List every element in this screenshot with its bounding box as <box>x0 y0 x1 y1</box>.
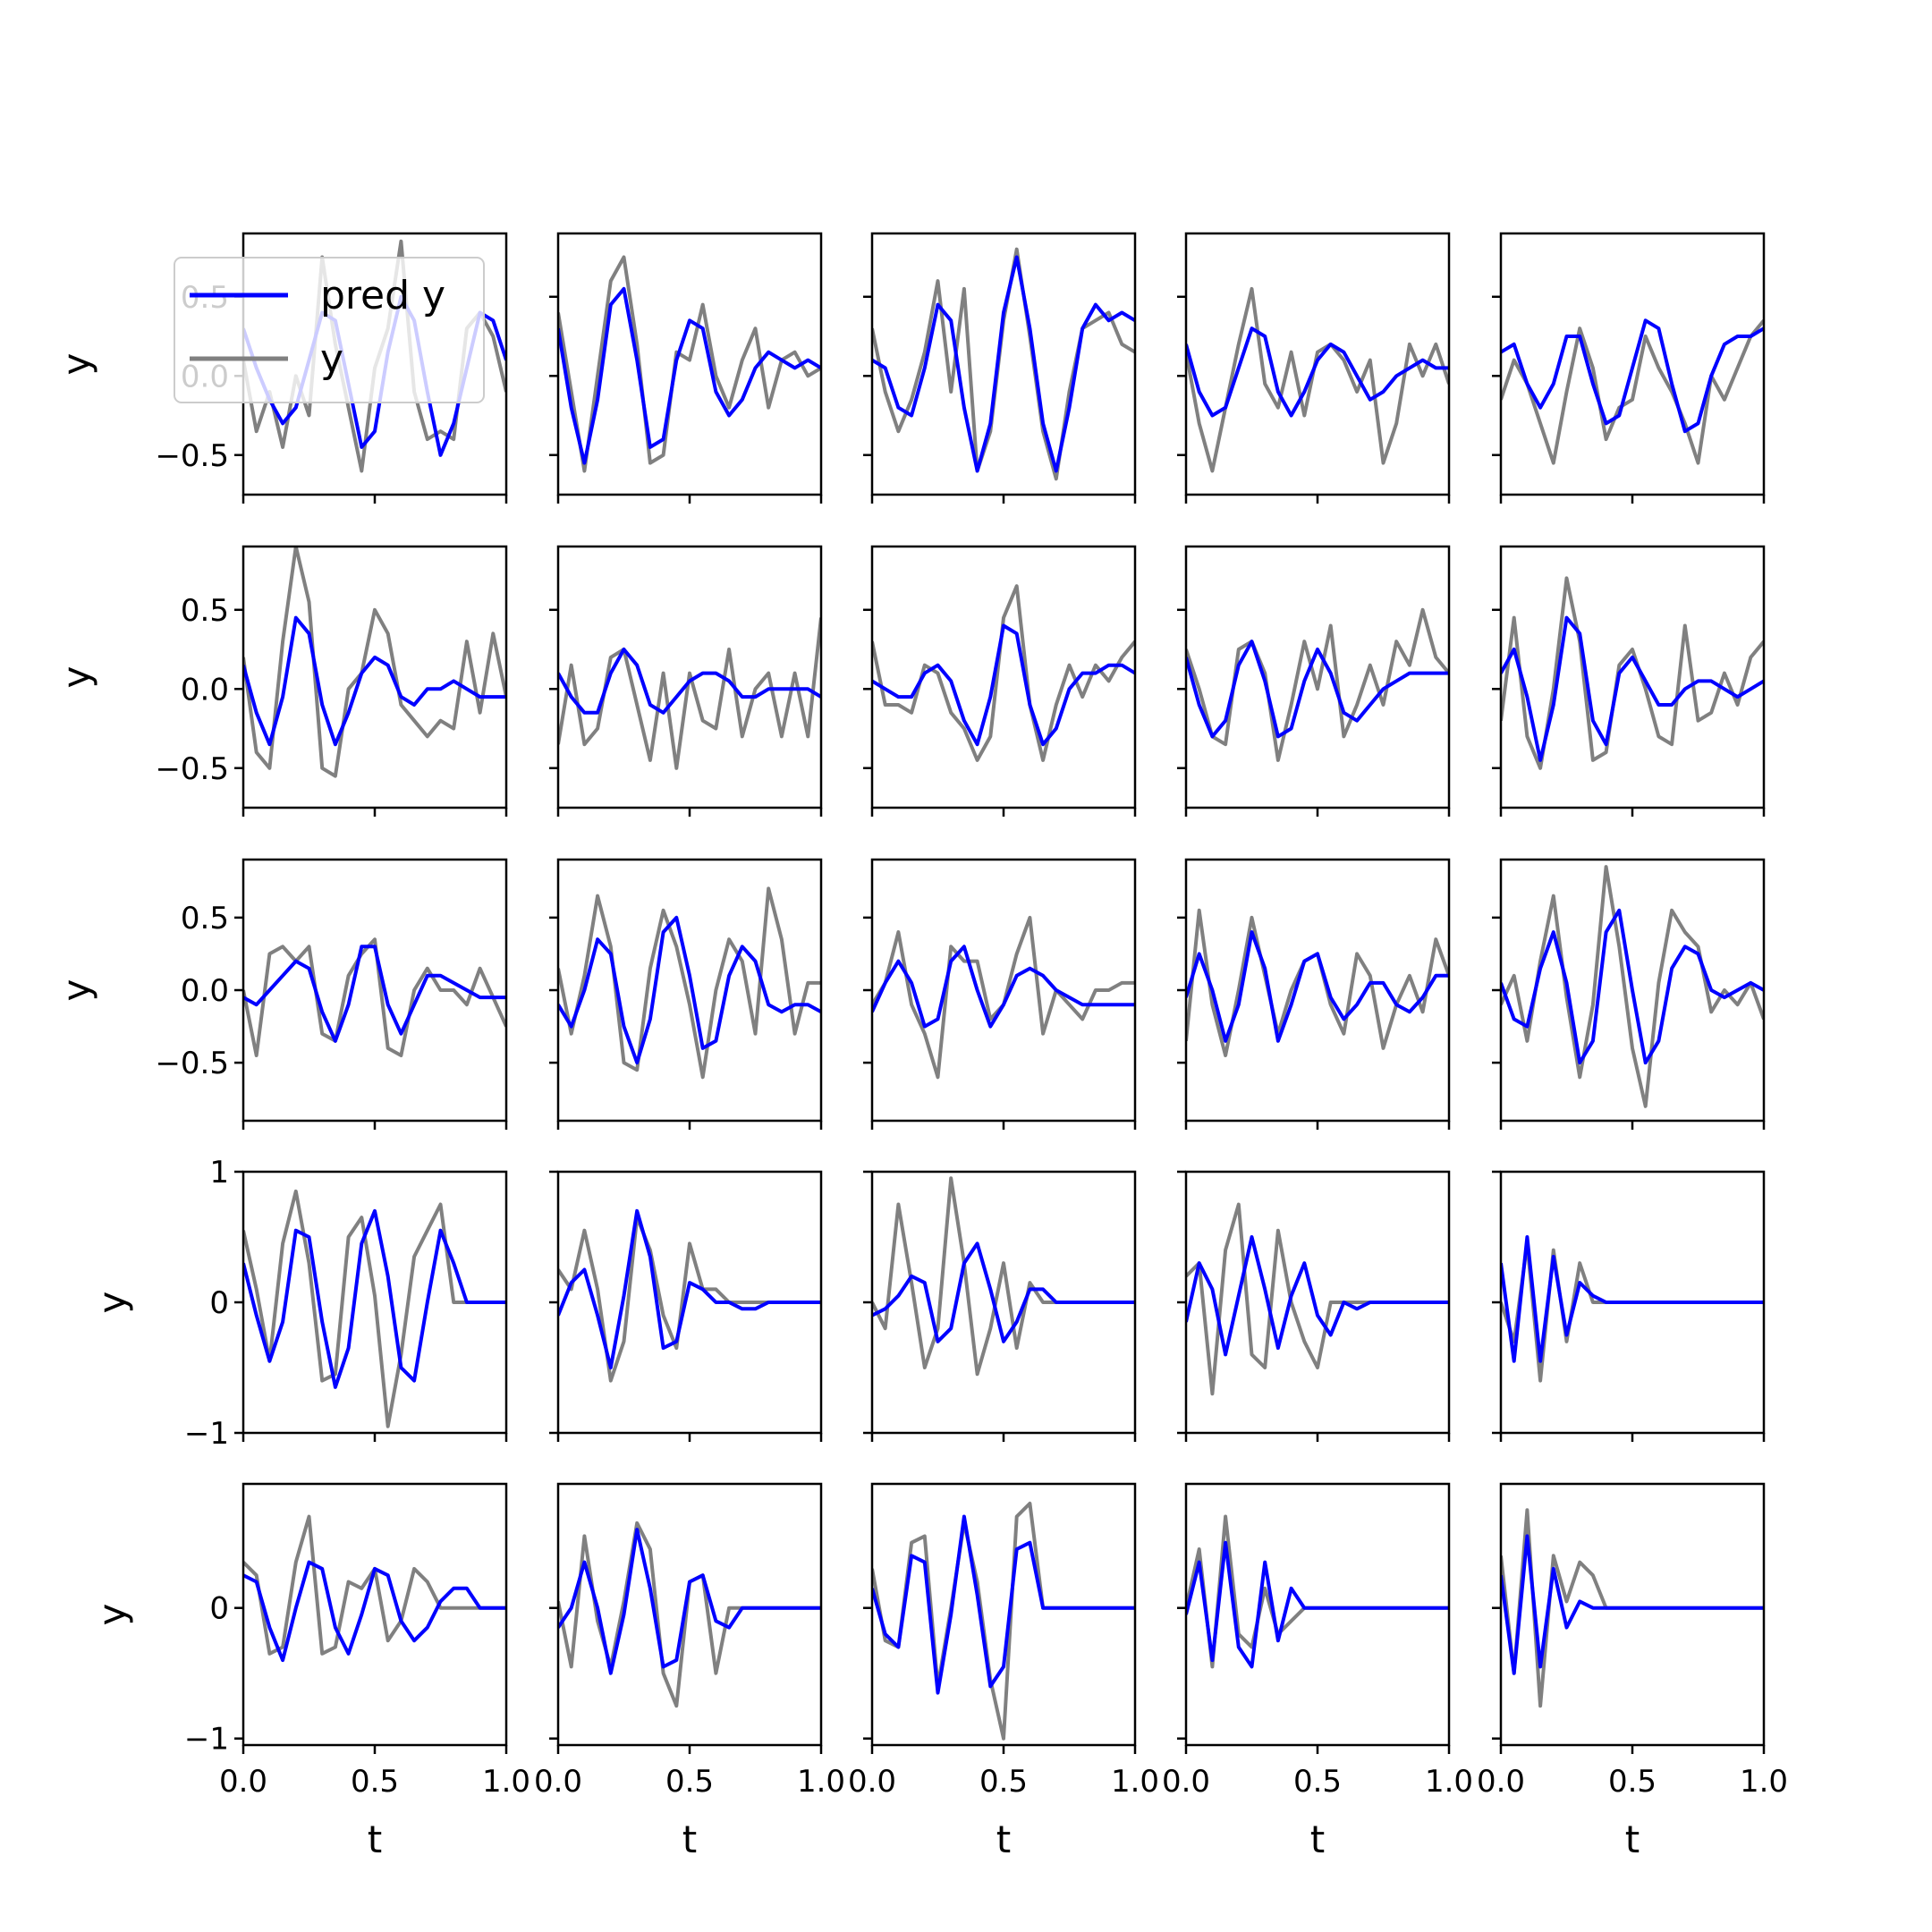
series-line-y <box>243 547 506 778</box>
y-tick-label: 0.0 <box>181 973 229 1009</box>
series-line-pred-y <box>1186 1235 1449 1357</box>
y-axis-label: y <box>55 353 98 376</box>
subplot-r3-c1 <box>549 1170 823 1442</box>
y-tick-label: 0.0 <box>181 672 229 708</box>
x-axis-label: t <box>996 1818 1011 1861</box>
series-line-pred-y <box>1186 930 1449 1043</box>
series-line-y <box>1186 607 1449 762</box>
x-tick-label: 0.0 <box>219 1764 267 1800</box>
subplot-r4-c0: −1 0 0.0 0.5 1.0 y t <box>90 1482 530 1861</box>
subplot-r2-c3 <box>1177 858 1451 1130</box>
series-line-pred-y <box>558 648 821 715</box>
x-axis-label: t <box>1625 1818 1640 1861</box>
x-tick-label: 0.5 <box>979 1764 1028 1800</box>
subplot-r0-c1 <box>549 232 823 504</box>
y-tick-label: −0.5 <box>155 751 229 787</box>
x-tick-label: 0.0 <box>848 1764 896 1800</box>
x-axis-label: t <box>682 1818 697 1861</box>
series-line-pred-y <box>872 945 1135 1029</box>
y-tick-label: 0 <box>209 1591 229 1627</box>
subplot-r2-c0: −0.5 0.0 0.5 y <box>55 858 508 1130</box>
subplot-r2-c2 <box>863 858 1137 1130</box>
series-line-pred-y <box>1501 1235 1764 1363</box>
series-line-pred-y <box>1186 1540 1449 1669</box>
subplot-r1-c1 <box>549 545 823 817</box>
x-tick-label: 0.0 <box>534 1764 582 1800</box>
series-line-pred-y <box>243 1560 506 1663</box>
subplot-r1-c2 <box>863 545 1137 817</box>
y-tick-label: −0.5 <box>155 438 229 474</box>
series-line-pred-y <box>872 1241 1135 1343</box>
subplot-r3-c3 <box>1177 1170 1451 1442</box>
y-axis-label: y <box>55 666 98 689</box>
x-tick-label: 0.5 <box>665 1764 714 1800</box>
subplot-r3-c4 <box>1492 1170 1766 1442</box>
series-line-y <box>243 937 506 1057</box>
subplot-r4-c4: 0.0 0.5 1.0 t <box>1477 1482 1788 1861</box>
series-line-y <box>558 255 821 473</box>
series-line-pred-y <box>243 945 506 1043</box>
y-axis-label: y <box>90 1292 134 1314</box>
x-axis-label: t <box>368 1818 382 1861</box>
legend: pred y y <box>174 257 485 403</box>
x-axis-label: t <box>1310 1818 1325 1861</box>
x-tick-label: 1.0 <box>482 1764 530 1800</box>
x-tick-label: 1.0 <box>1111 1764 1159 1800</box>
series-line-y <box>1501 865 1764 1108</box>
series-line-pred-y <box>558 1528 821 1675</box>
subplot-r4-c3: 0.0 0.5 1.0 t <box>1162 1482 1473 1861</box>
legend-label-y: y <box>320 336 343 382</box>
x-tick-label: 1.0 <box>1740 1764 1788 1800</box>
series-line-pred-y <box>243 615 506 747</box>
subplot-r0-c3 <box>1177 232 1451 504</box>
series-line-pred-y <box>1501 615 1764 762</box>
series-line-pred-y <box>1501 318 1764 434</box>
subplot-r2-c4 <box>1492 858 1766 1130</box>
x-tick-label: 1.0 <box>797 1764 845 1800</box>
series-line-y <box>872 584 1135 762</box>
subplot-r0-c2 <box>863 232 1137 504</box>
y-tick-label: 0.5 <box>181 901 229 936</box>
series-line-pred-y <box>558 1208 821 1369</box>
y-axis-label: y <box>55 979 98 1002</box>
series-line-y <box>243 1189 506 1428</box>
series-line-y <box>1501 319 1764 465</box>
subplot-r1-c4 <box>1492 545 1766 817</box>
series-line-pred-y <box>1501 908 1764 1065</box>
subplot-r1-c0: −0.5 0.0 0.5 y <box>55 545 508 817</box>
x-tick-label: 0.5 <box>351 1764 399 1800</box>
series-line-pred-y <box>872 623 1135 747</box>
y-tick-label: −1 <box>184 1722 229 1758</box>
x-tick-label: 0.5 <box>1608 1764 1657 1800</box>
y-tick-label: −1 <box>184 1416 229 1452</box>
subplot-r3-c0: −1 0 1 y <box>90 1155 508 1452</box>
legend-label-pred-y: pred y <box>320 273 445 318</box>
series-line-pred-y <box>1501 1534 1764 1675</box>
y-tick-label: −0.5 <box>155 1046 229 1081</box>
y-axis-label: y <box>90 1604 134 1626</box>
series-line-pred-y <box>872 255 1135 473</box>
y-tick-label: 0 <box>209 1285 229 1321</box>
subplot-r0-c4 <box>1492 232 1766 504</box>
y-tick-label: 1 <box>209 1155 229 1191</box>
subplot-r4-c1: 0.0 0.5 1.0 t <box>534 1482 845 1861</box>
series-line-y <box>558 886 821 1080</box>
x-tick-label: 0.5 <box>1293 1764 1342 1800</box>
x-tick-label: 0.0 <box>1477 1764 1525 1800</box>
y-tick-label: 0.5 <box>181 593 229 629</box>
subplot-r2-c1 <box>549 858 823 1130</box>
series-line-pred-y <box>1186 326 1449 418</box>
subplot-r1-c3 <box>1177 545 1451 817</box>
series-line-pred-y <box>243 1208 506 1389</box>
subplot-r3-c2 <box>863 1170 1137 1442</box>
x-tick-label: 1.0 <box>1425 1764 1473 1800</box>
x-tick-label: 0.0 <box>1162 1764 1210 1800</box>
series-line-pred-y <box>558 915 821 1065</box>
series-line-pred-y <box>558 286 821 465</box>
subplot-r4-c2: 0.0 0.5 1.0 t <box>848 1482 1159 1861</box>
series-line-pred-y <box>872 1514 1135 1695</box>
series-line-pred-y <box>1186 640 1449 739</box>
